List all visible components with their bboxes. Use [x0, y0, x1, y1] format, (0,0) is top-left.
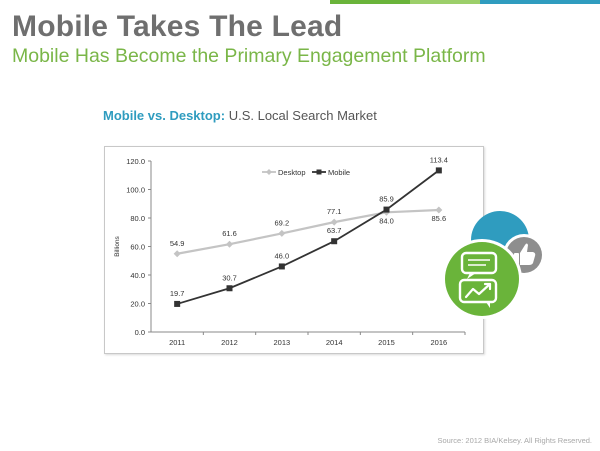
y-tick-label: 80.0	[130, 214, 145, 223]
x-tick-label: 2013	[273, 338, 290, 347]
data-point-mobile	[226, 285, 233, 292]
data-label-mobile: 46.0	[275, 251, 290, 260]
chart-heading-text: U.S. Local Search Market	[225, 108, 377, 123]
data-point-desktop	[435, 206, 443, 214]
top-bar-segment	[330, 0, 410, 4]
x-tick-label: 2012	[221, 338, 238, 347]
y-tick-label: 40.0	[130, 271, 145, 280]
y-tick-label: 0.0	[135, 328, 145, 337]
data-point-desktop	[173, 250, 181, 258]
data-point-mobile	[435, 167, 442, 174]
chart-heading-highlight: Mobile vs. Desktop:	[103, 108, 226, 123]
data-label-mobile: 30.7	[222, 273, 237, 282]
top-bar-segment	[480, 0, 600, 4]
page-title: Mobile Takes The Lead	[12, 10, 343, 43]
y-tick-label: 120.0	[126, 157, 145, 166]
y-tick-label: 20.0	[130, 300, 145, 309]
data-label-mobile: 63.7	[327, 226, 342, 235]
data-label-desktop: 69.2	[275, 218, 290, 227]
data-label-desktop: 84.0	[379, 216, 394, 225]
data-label-desktop: 61.6	[222, 229, 237, 238]
y-tick-label: 100.0	[126, 186, 145, 195]
y-axis-label: Billions	[114, 235, 121, 256]
legend-label: Mobile	[328, 168, 350, 177]
data-point-mobile	[383, 206, 390, 213]
legend-marker	[316, 169, 322, 175]
data-point-mobile	[174, 300, 181, 307]
x-tick-label: 2014	[326, 338, 343, 347]
data-label-mobile: 85.9	[379, 195, 394, 204]
legend-label: Desktop	[278, 168, 306, 177]
series-line-desktop	[176, 208, 439, 255]
chat-bubbles-icon	[458, 251, 498, 308]
x-tick-label: 2015	[378, 338, 395, 347]
line-chart: 0.0 20.0 40.0 60.0 80.0 100.0 120.0 2011 2012 201…	[114, 155, 466, 347]
data-point-desktop	[226, 240, 233, 248]
growth-chart-icon	[464, 282, 492, 299]
x-tick-label: 2016	[430, 338, 447, 347]
series-line-mobile	[176, 169, 440, 305]
x-tick-label: 2011	[169, 338, 185, 347]
y-tick-label: 60.0	[130, 243, 145, 252]
data-label-mobile: 113.4	[430, 155, 448, 164]
legend-marker	[266, 169, 272, 175]
chart-frame: 0.0 20.0 40.0 60.0 80.0 100.0 120.0 2011 2012 201…	[104, 146, 484, 354]
data-label-desktop: 54.9	[170, 239, 185, 248]
source-note: Source: 2012 BIA/Kelsey. All Rights Rese…	[437, 436, 592, 445]
top-accent-bar	[0, 0, 600, 4]
data-label-desktop: 85.6	[432, 214, 447, 223]
data-label-desktop: 77.1	[327, 207, 342, 216]
data-label-mobile: 19.7	[170, 289, 185, 298]
data-point-desktop	[278, 229, 286, 237]
data-point-desktop	[330, 218, 338, 226]
chart-heading: Mobile vs. Desktop: U.S. Local Search Ma…	[103, 108, 377, 123]
data-point-mobile	[278, 263, 285, 270]
page-subtitle: Mobile Has Become the Primary Engagement…	[12, 45, 486, 67]
data-point-mobile	[331, 238, 338, 245]
engagement-badge	[442, 211, 545, 319]
top-bar-segment	[410, 0, 480, 4]
